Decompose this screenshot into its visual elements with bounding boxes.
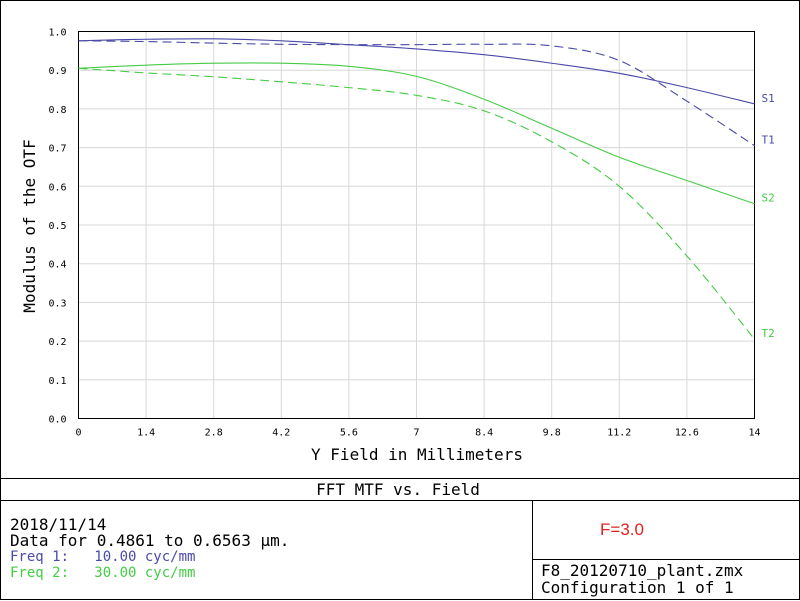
x-tick-label: 5.6 bbox=[340, 428, 358, 439]
f-number-annotation: F=3.0 bbox=[600, 520, 644, 539]
series-label-t2: T2 bbox=[762, 327, 775, 340]
chart-title: FFT MTF vs. Field bbox=[316, 480, 480, 499]
x-tick-label: 4.2 bbox=[272, 428, 290, 439]
x-tick-label: 0 bbox=[75, 428, 81, 439]
y-tick-label: 0.7 bbox=[48, 144, 66, 155]
series-line-s2 bbox=[78, 62, 755, 205]
series-label-s1: S1 bbox=[762, 92, 775, 105]
y-tick-label: 0.8 bbox=[48, 105, 66, 116]
freq2-text: Freq 2: 30.00 cyc/mm bbox=[10, 565, 195, 581]
configuration-text: Configuration 1 of 1 bbox=[541, 578, 734, 597]
y-tick-label: 0.6 bbox=[48, 182, 66, 193]
y-axis-label: Modulus of the OTF bbox=[20, 139, 39, 312]
x-tick-labels: 0 1.4 2.8 4.2 5.6 7 8.4 9.8 11.2 12.6 14 bbox=[75, 428, 760, 439]
grid-lines bbox=[78, 31, 755, 419]
series-labels: S1 T1 S2 T2 bbox=[762, 92, 775, 340]
y-tick-label: 0.5 bbox=[48, 221, 66, 232]
x-axis-label: Y Field in Millimeters bbox=[311, 445, 523, 464]
x-tick-label: 9.8 bbox=[543, 428, 561, 439]
x-tick-label: 2.8 bbox=[205, 428, 223, 439]
y-tick-label: 0.3 bbox=[48, 298, 66, 309]
x-tick-label: 11.2 bbox=[607, 428, 631, 439]
y-tick-label: 0.9 bbox=[48, 66, 66, 77]
y-tick-label: 1.0 bbox=[48, 28, 66, 39]
wavelength-text: Data for 0.4861 to 0.6563 µm. bbox=[10, 531, 289, 550]
x-tick-label: 1.4 bbox=[137, 428, 155, 439]
plot-border bbox=[78, 31, 755, 419]
series-label-s2: S2 bbox=[762, 192, 775, 205]
freq1-text: Freq 1: 10.00 cyc/mm bbox=[10, 549, 195, 565]
filename-text: F8_20120710_plant.zmx bbox=[541, 561, 744, 580]
x-tick-label: 14 bbox=[748, 428, 760, 439]
x-tick-label: 12.6 bbox=[675, 428, 699, 439]
y-tick-labels: 0.0 0.1 0.2 0.3 0.4 0.5 0.6 0.7 0.8 0.9 1.0 bbox=[48, 28, 66, 426]
series-label-t1: T1 bbox=[762, 134, 775, 147]
series-line-s1 bbox=[78, 38, 755, 105]
x-tick-label: 7 bbox=[413, 428, 419, 439]
x-tick-label: 8.4 bbox=[475, 428, 493, 439]
date-text: 2018/11/14 bbox=[10, 515, 106, 534]
series-lines bbox=[78, 38, 755, 340]
y-tick-label: 0.0 bbox=[48, 415, 66, 426]
series-line-t1 bbox=[78, 40, 755, 147]
y-tick-label: 0.2 bbox=[48, 337, 66, 348]
plot-area: 0 1.4 2.8 4.2 5.6 7 8.4 9.8 11.2 12.6 14 0.0 0.1 0.2… bbox=[48, 28, 774, 439]
y-tick-label: 0.1 bbox=[48, 376, 66, 387]
series-line-t2 bbox=[78, 67, 755, 340]
y-tick-label: 0.4 bbox=[48, 260, 66, 271]
